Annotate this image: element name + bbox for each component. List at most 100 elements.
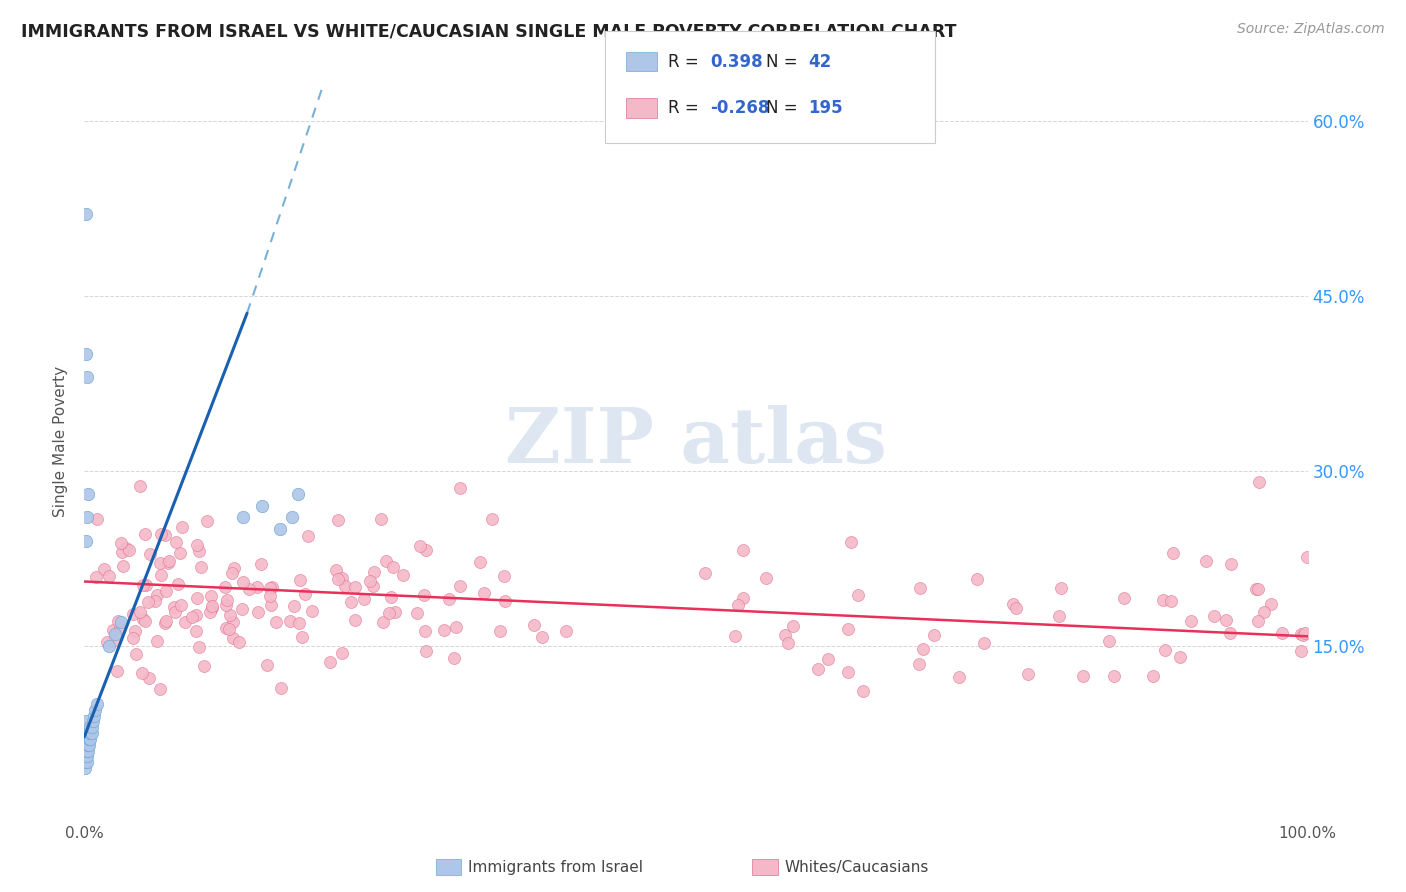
Point <box>143 594 166 608</box>
Point <box>392 568 415 582</box>
Point <box>1071 669 1094 683</box>
Point <box>481 512 503 526</box>
Point <box>96 635 118 649</box>
Point <box>146 589 169 603</box>
Text: 42: 42 <box>808 53 832 70</box>
Point <box>489 624 512 638</box>
Point <box>221 566 243 580</box>
Point <box>104 627 127 641</box>
Text: Whites/Caucasians: Whites/Caucasians <box>785 860 929 874</box>
Point <box>359 574 381 589</box>
Point <box>222 615 245 629</box>
Point <box>135 577 157 591</box>
Point <box>807 663 830 677</box>
Point <box>75 756 97 770</box>
Point <box>75 749 97 764</box>
Point <box>413 588 436 602</box>
Point <box>76 756 98 770</box>
Point <box>1160 593 1182 607</box>
Point <box>288 574 311 588</box>
Text: -0.268: -0.268 <box>710 99 769 117</box>
Point <box>1202 608 1225 623</box>
Point <box>165 535 187 549</box>
Point <box>1017 667 1039 681</box>
Point <box>727 598 749 612</box>
Point <box>128 605 150 619</box>
Text: N =: N = <box>766 99 803 117</box>
Point <box>132 612 155 626</box>
Point <box>1098 634 1121 648</box>
Point <box>468 555 491 569</box>
Point <box>1180 614 1202 628</box>
Point <box>188 640 211 655</box>
Point <box>778 636 800 650</box>
Point <box>110 535 132 549</box>
Point <box>77 731 100 746</box>
Point <box>852 684 875 698</box>
Point <box>201 599 224 613</box>
Point <box>193 659 215 673</box>
Point <box>77 487 100 501</box>
Text: 0.398: 0.398 <box>710 53 762 70</box>
Point <box>326 513 349 527</box>
Point <box>381 559 404 574</box>
Point <box>1294 626 1316 640</box>
Point <box>76 744 98 758</box>
Point <box>167 577 190 591</box>
Point <box>129 479 152 493</box>
Point <box>131 666 153 681</box>
Point <box>1152 592 1174 607</box>
Point <box>259 590 281 604</box>
Point <box>260 580 283 594</box>
Point <box>1161 545 1184 559</box>
Point <box>157 554 180 568</box>
Point <box>259 599 281 613</box>
Point <box>1005 601 1028 615</box>
Point <box>449 579 471 593</box>
Point <box>344 580 367 594</box>
Point <box>77 726 100 740</box>
Point <box>269 522 291 536</box>
Point <box>319 656 342 670</box>
Point <box>231 602 253 616</box>
Point <box>172 519 194 533</box>
Point <box>214 598 236 612</box>
Point <box>198 606 221 620</box>
Text: R =: R = <box>668 99 704 117</box>
Point <box>232 575 254 590</box>
Point <box>384 605 406 619</box>
Point <box>79 726 101 740</box>
Point <box>259 581 281 595</box>
Point <box>80 720 103 734</box>
Point <box>76 510 98 524</box>
Point <box>256 658 278 673</box>
Point <box>138 547 160 561</box>
Point <box>76 738 98 752</box>
Point <box>378 607 401 621</box>
Point <box>472 586 495 600</box>
Point <box>1047 609 1070 624</box>
Point <box>326 572 349 586</box>
Point <box>222 561 245 575</box>
Point <box>75 731 97 746</box>
Point <box>118 542 141 557</box>
Point <box>232 510 254 524</box>
Point <box>121 631 143 645</box>
Point <box>380 590 402 604</box>
Point <box>1260 597 1282 611</box>
Point <box>215 593 238 607</box>
Point <box>1219 626 1241 640</box>
Point <box>523 618 546 632</box>
Point <box>98 569 121 583</box>
Point <box>170 599 193 613</box>
Point <box>283 599 305 614</box>
Point <box>155 615 177 629</box>
Point <box>433 623 456 637</box>
Point <box>149 681 172 696</box>
Text: ZIP atlas: ZIP atlas <box>505 405 887 478</box>
Point <box>169 546 191 560</box>
Point <box>846 588 869 602</box>
Point <box>186 591 208 605</box>
Point <box>782 619 804 633</box>
Point <box>555 624 578 638</box>
